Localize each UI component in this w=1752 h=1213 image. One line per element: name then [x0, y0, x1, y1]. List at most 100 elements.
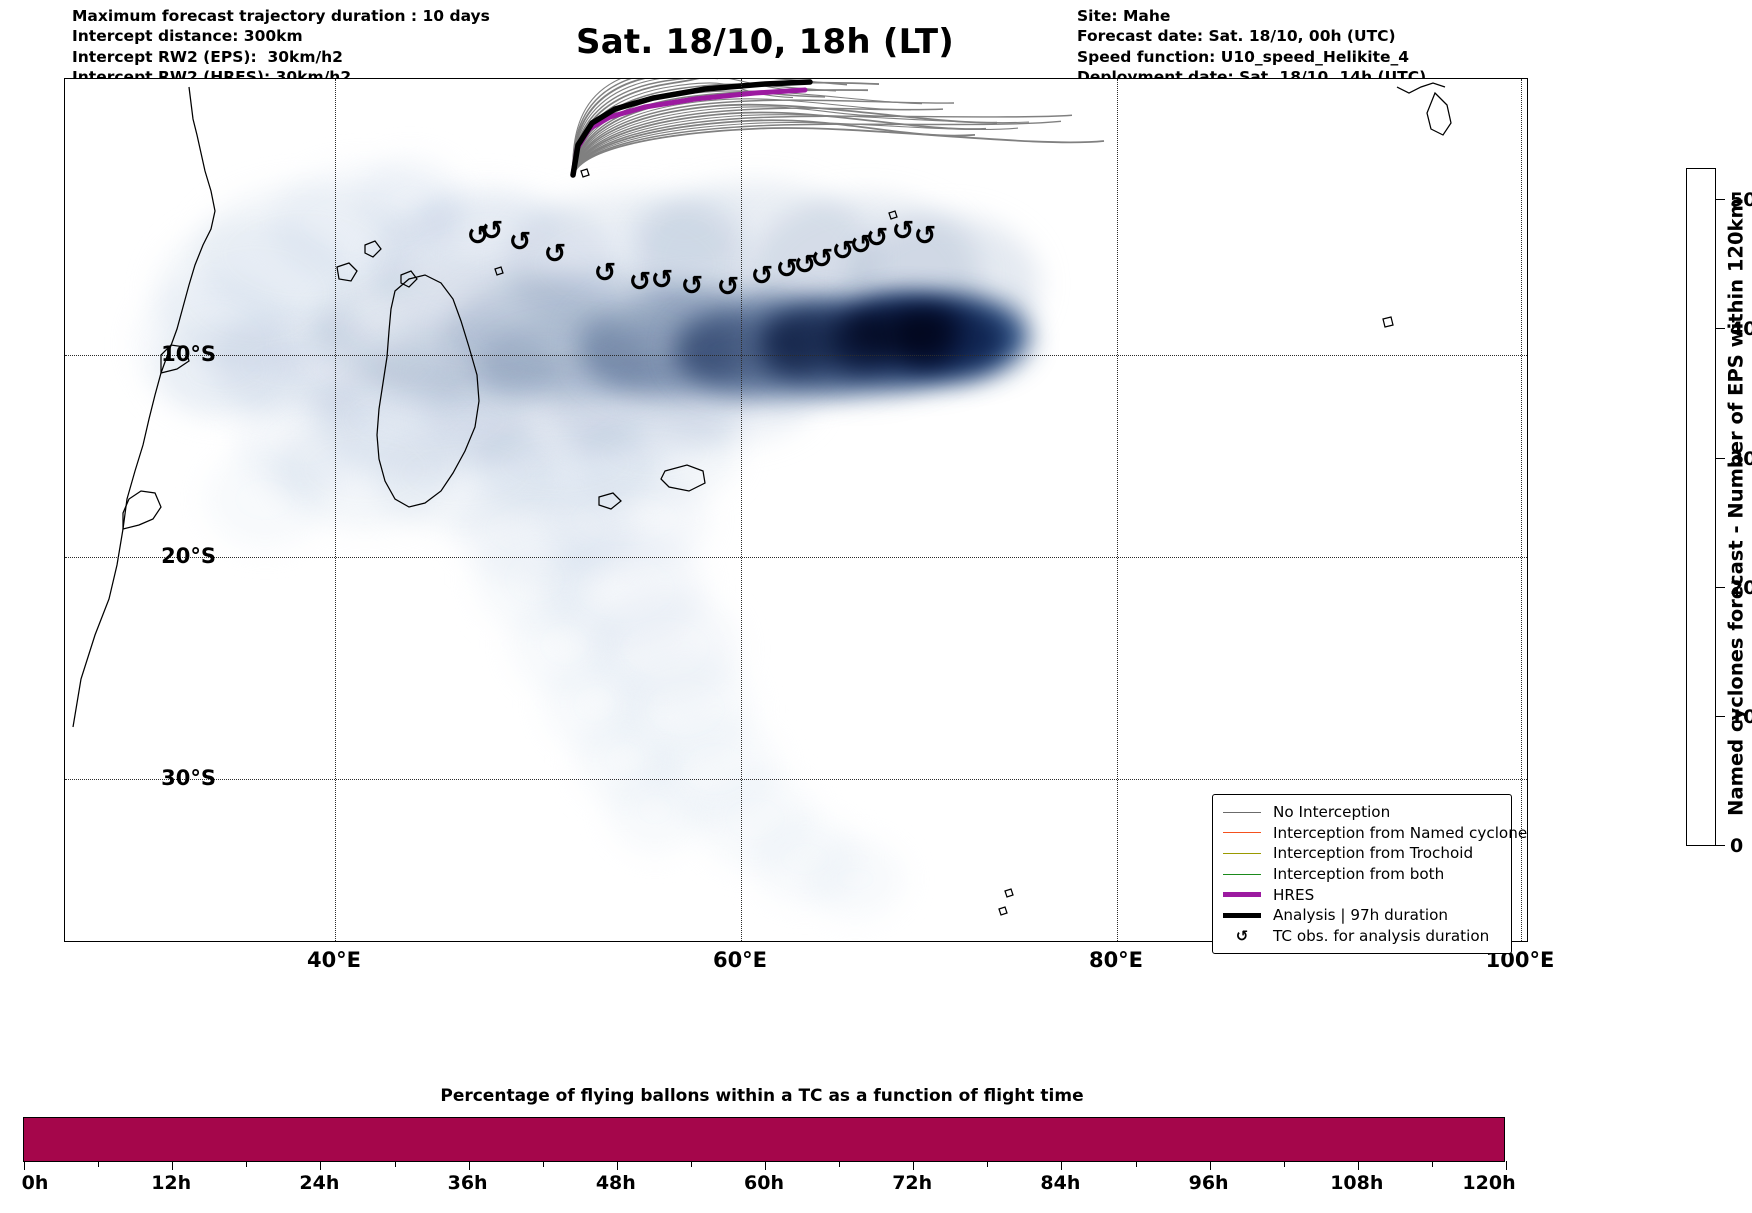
legend-item-label: No Interception [1273, 803, 1391, 822]
eps-member-track [572, 98, 912, 176]
flight-time-tick [690, 1161, 692, 1167]
header-left-block: Maximum forecast trajectory duration : 1… [72, 6, 490, 88]
longitude-tick-label: 40°E [306, 948, 362, 972]
legend-line [1223, 832, 1261, 834]
tc-observation-marker: ↺ [891, 215, 915, 247]
eps-member-track [572, 127, 1105, 176]
tc-observation-marker: ↺ [793, 249, 817, 281]
tc-observation-marker: ↺ [831, 235, 855, 267]
header-right-line-1: Forecast date: Sat. 18/10, 00h (UTC) [1077, 27, 1396, 46]
tc-observation-marker: ↺ [628, 266, 652, 298]
header-right-line-0: Site: Mahe [1077, 7, 1171, 25]
legend-line [1223, 912, 1261, 918]
flight-time-label: 72h [892, 1172, 933, 1194]
eps-member-track [572, 91, 826, 176]
colorbar-tick-label: 30 [1730, 447, 1752, 470]
flight-time-label: 96h [1188, 1172, 1229, 1194]
flight-time-tick [1135, 1161, 1137, 1167]
gridline-horizontal [65, 355, 1527, 356]
flight-time-tick [913, 1161, 915, 1170]
colorbar-tick-label: 10 [1730, 705, 1752, 728]
flight-time-tick [987, 1161, 989, 1167]
tc-observation-marker: ↺ [750, 260, 774, 292]
legend-item[interactable]: Analysis | 97h duration [1221, 905, 1502, 926]
eps-member-track [572, 79, 621, 176]
map-legend[interactable]: No Interception Interception from Named c… [1212, 794, 1527, 955]
colorbar-tick [1716, 457, 1725, 459]
eps-member-track [572, 99, 955, 176]
colorbar-tick [1716, 328, 1725, 330]
flight-time-bar-chart [23, 1117, 1507, 1170]
density-blob [415, 184, 555, 274]
tc-observation-marker: ↺ [716, 271, 740, 303]
gridline-vertical [335, 79, 336, 941]
gridline-horizontal [65, 779, 1527, 780]
eps-member-track [572, 79, 848, 176]
cyclone-glyph-icon: ↺ [1235, 926, 1249, 945]
flight-time-label: 108h [1330, 1172, 1384, 1194]
tc-observation-marker: ↺ [775, 253, 799, 285]
header-left-line-0: Maximum forecast trajectory duration : 1… [72, 7, 490, 25]
legend-item[interactable]: Interception from Named cyclone [1221, 823, 1527, 844]
flight-time-tick [24, 1161, 25, 1170]
legend-line [1223, 873, 1261, 875]
flight-time-tick [246, 1161, 248, 1167]
flight-time-tick [1431, 1161, 1433, 1167]
tc-obs-icon: ↺ [1221, 927, 1263, 945]
eps-member-track [572, 111, 987, 176]
tc-observation-marker: ↺ [543, 238, 567, 270]
legend-item[interactable]: ↺ TC obs. for analysis duration [1221, 926, 1502, 947]
colorbar-tick-label: 20 [1730, 576, 1752, 599]
eps-member-track [572, 106, 901, 176]
header-right-block: Site: Mahe Forecast date: Sat. 18/10, 00h… [1077, 6, 1426, 88]
legend-item[interactable]: No Interception [1221, 802, 1502, 823]
flight-time-tick [394, 1161, 396, 1167]
flight-time-tick [98, 1161, 100, 1167]
legend-item-label: Interception from Named cyclone [1273, 823, 1528, 842]
flight-time-label: 48h [595, 1172, 636, 1194]
eps-member-track [572, 103, 998, 176]
flight-time-tick [1283, 1161, 1285, 1167]
flight-time-tick [1506, 1161, 1507, 1170]
legend-line-swatch [1221, 811, 1263, 813]
latitude-tick-label: 20°S [161, 544, 216, 568]
longitude-tick-label: 60°E [712, 948, 768, 972]
legend-line [1223, 811, 1261, 813]
legend-line-swatch [1221, 832, 1263, 834]
flight-time-tick [839, 1161, 841, 1167]
density-blob [625, 189, 745, 269]
colorbar-tick [1716, 845, 1725, 846]
tc-observation-marker: ↺ [466, 220, 490, 252]
flight-time-label: 120h [1462, 1172, 1516, 1194]
tc-observation-marker: ↺ [865, 222, 889, 254]
flight-time-label: 24h [299, 1172, 340, 1194]
legend-item[interactable]: Interception from Trochoid [1221, 843, 1502, 864]
tc-observation-marker: ↺ [849, 229, 873, 261]
flight-time-label: 0h [21, 1172, 49, 1194]
gridline-horizontal [65, 557, 1527, 558]
tc-observation-marker: ↺ [810, 243, 834, 275]
eps-member-track [572, 79, 646, 176]
density-blob [805, 839, 905, 919]
legend-item[interactable]: Interception from both [1221, 864, 1502, 885]
flight-time-tick [468, 1161, 470, 1170]
tc-observation-marker: ↺ [480, 215, 504, 247]
legend-line-swatch [1221, 892, 1263, 898]
flight-time-tick [1357, 1161, 1359, 1170]
legend-item-label: HRES [1273, 885, 1315, 904]
bottom-chart-title: Percentage of flying ballons within a TC… [440, 1086, 1084, 1106]
legend-line-swatch [1221, 852, 1263, 854]
flight-time-label: 84h [1040, 1172, 1081, 1194]
gridline-vertical [1521, 79, 1522, 941]
legend-item[interactable]: HRES [1221, 884, 1502, 905]
colorbar-tick [1716, 586, 1725, 588]
legend-line-swatch [1221, 912, 1263, 918]
gridline-vertical [741, 79, 742, 941]
colorbar-tick-label: 0 [1730, 835, 1744, 857]
legend-item-label: Analysis | 97h duration [1273, 906, 1449, 925]
latitude-tick-label: 30°S [161, 766, 216, 790]
eps-member-track [572, 121, 1019, 176]
header-left-line-2: Intercept RW2 (EPS): 30km/h2 [72, 47, 343, 66]
balloon-trajectory-overlay [570, 79, 1105, 178]
tc-observation-marker: ↺ [593, 257, 617, 289]
